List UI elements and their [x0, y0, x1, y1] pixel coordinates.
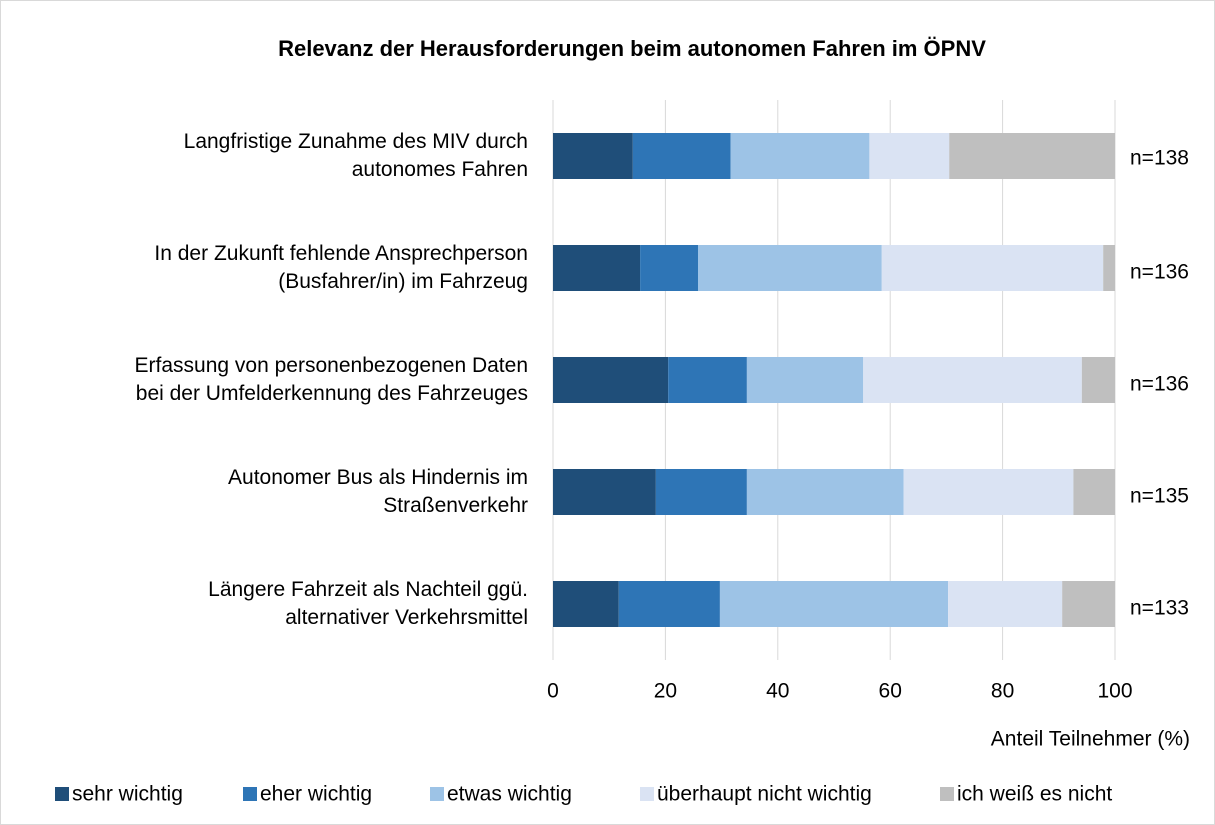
category-label-line: alternativer Verkehrsmittel	[285, 606, 528, 629]
category-label: Längere Fahrzeit als Nachteil ggü. altern…	[208, 578, 528, 629]
category-label-line: Erfassung von personenbezogenen Daten	[135, 354, 528, 377]
bar-segment	[881, 245, 1104, 291]
x-tick-label: 80	[991, 680, 1014, 703]
category-label: Langfristige Zunahme des MIV durch autono…	[184, 130, 528, 181]
bar-segment	[632, 133, 731, 179]
bar-segment	[869, 133, 950, 179]
category-label: Autonomer Bus als Hindernis im Straßenver…	[228, 466, 528, 517]
legend-swatch	[55, 787, 69, 801]
bar-segment	[730, 133, 870, 179]
bar-segment	[640, 245, 698, 291]
n-label: n=138	[1130, 147, 1189, 170]
category-label-line: Autonomer Bus als Hindernis im	[228, 466, 528, 489]
bar-segment	[903, 469, 1074, 515]
x-tick-label: 60	[879, 680, 902, 703]
n-label: n=136	[1130, 261, 1189, 284]
bar-segment	[553, 133, 633, 179]
legend-swatch	[430, 787, 444, 801]
category-label-line: bei der Umfelderkennung des Fahrzeuges	[136, 382, 528, 405]
bar-segment	[863, 357, 1082, 403]
category-label-line: autonomes Fahren	[352, 158, 528, 181]
x-tick-label: 20	[654, 680, 677, 703]
legend-label: überhaupt nicht wichtig	[657, 783, 872, 806]
category-label: In der Zukunft fehlende Ansprechperson (B…	[154, 242, 528, 293]
category-label-line: Straßenverkehr	[383, 494, 528, 517]
legend-label: eher wichtig	[260, 783, 372, 806]
legend-label: ich weiß es nicht	[957, 783, 1112, 806]
n-label: n=136	[1130, 373, 1189, 396]
category-label-line: In der Zukunft fehlende Ansprechperson	[154, 242, 528, 265]
legend-label: etwas wichtig	[447, 783, 572, 806]
category-label-line: Längere Fahrzeit als Nachteil ggü.	[208, 578, 528, 601]
category-label: Erfassung von personenbezogenen Daten bei…	[135, 354, 528, 405]
bar-segment	[1081, 357, 1115, 403]
bar-segment	[1103, 245, 1115, 291]
bar-segment	[618, 581, 720, 627]
legend-swatch	[640, 787, 654, 801]
n-label: n=133	[1130, 597, 1189, 620]
chart-title: Relevanz der Herausforderungen beim auto…	[278, 36, 986, 61]
bar-segment	[655, 469, 747, 515]
bar-segment	[553, 469, 656, 515]
category-label-line: (Busfahrer/in) im Fahrzeug	[278, 270, 528, 293]
bar-segment	[697, 245, 882, 291]
bar-segment	[553, 357, 669, 403]
bar-segment	[553, 581, 619, 627]
x-tick-label: 0	[547, 680, 559, 703]
x-tick-label: 100	[1097, 680, 1132, 703]
legend-swatch	[940, 787, 954, 801]
bar-segment	[1062, 581, 1115, 627]
legend-swatch	[243, 787, 257, 801]
bar-segment	[1073, 469, 1115, 515]
n-label: n=135	[1130, 485, 1189, 508]
bar-segment	[668, 357, 747, 403]
bar-segment	[719, 581, 949, 627]
x-tick-label: 40	[766, 680, 789, 703]
x-axis-label: Anteil Teilnehmer (%)	[991, 728, 1190, 751]
bar-segment	[746, 469, 904, 515]
bar-segment	[746, 357, 864, 403]
legend-label: sehr wichtig	[72, 783, 183, 806]
bar-segment	[949, 133, 1115, 179]
category-label-line: Langfristige Zunahme des MIV durch	[184, 130, 528, 153]
bar-segment	[948, 581, 1063, 627]
bar-segment	[553, 245, 641, 291]
